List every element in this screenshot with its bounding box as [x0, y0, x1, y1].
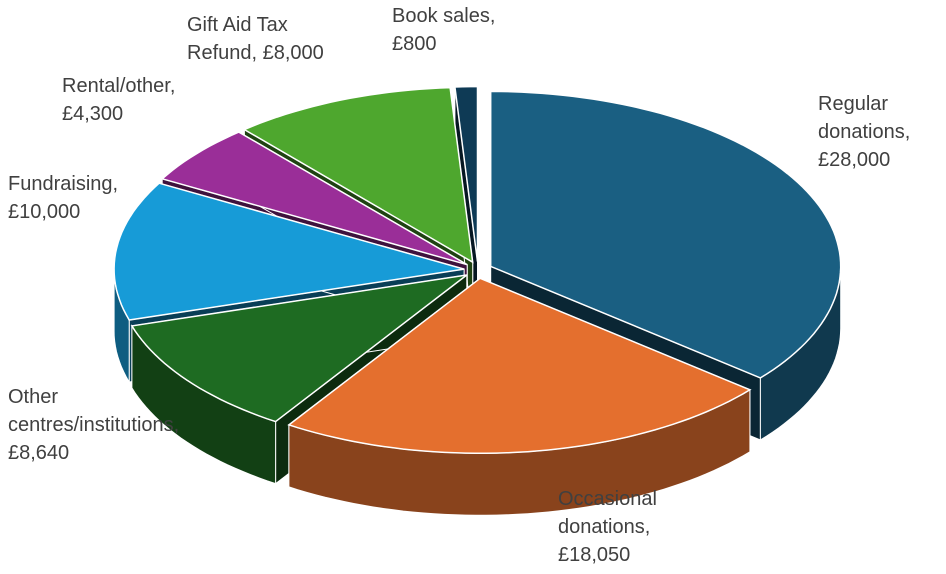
slice	[454, 85, 479, 262]
data-label: Occasional donations, £18,050	[558, 488, 657, 566]
slice	[489, 90, 842, 379]
slice	[113, 182, 465, 321]
slice	[160, 131, 468, 266]
slice	[242, 86, 474, 264]
slice	[287, 277, 752, 455]
slice	[130, 274, 468, 423]
data-label: Rental/other, £4,300	[62, 75, 176, 125]
data-label: Other centres/institutions, £8,640	[8, 386, 180, 464]
data-label: Gift Aid Tax Refund, £8,000	[187, 14, 324, 64]
data-label: Fundraising, £10,000	[8, 173, 119, 223]
data-label: Regular donations, £28,000	[818, 93, 911, 171]
data-label: Book sales, £800	[392, 5, 496, 55]
